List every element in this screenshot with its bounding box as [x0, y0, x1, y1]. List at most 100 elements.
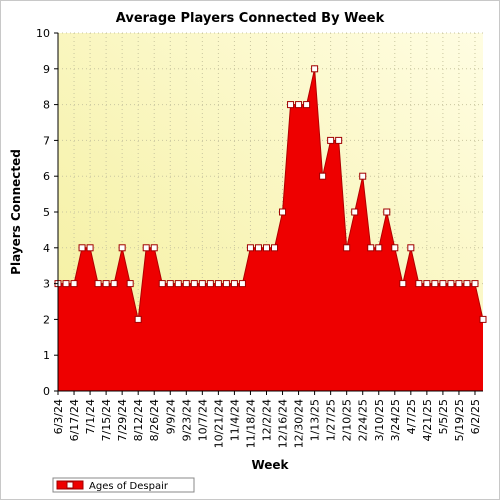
data-point: [343, 244, 351, 252]
data-point: [295, 101, 303, 109]
x-tick-label: 2/10/25: [341, 399, 354, 441]
y-tick-labels: 0 1 2 3 4 5 6 7 8 9 10: [36, 27, 58, 398]
y-tick-label: 10: [36, 27, 50, 40]
data-point: [126, 280, 134, 288]
legend-box: [52, 477, 195, 493]
data-point: [166, 280, 174, 288]
x-tick-label: 12/2/24: [260, 399, 273, 441]
data-point: [407, 244, 415, 252]
data-point: [94, 280, 102, 288]
data-point: [190, 280, 198, 288]
x-tick-label: 9/9/24: [164, 399, 177, 434]
data-point: [351, 208, 359, 216]
x-tick-label: 7/15/24: [100, 399, 113, 441]
y-tick-label: 6: [43, 170, 50, 183]
data-point: [62, 280, 70, 288]
x-tick-label: 3/24/25: [389, 399, 402, 441]
legend-marker: [66, 481, 74, 489]
y-tick-label: 5: [43, 206, 50, 219]
legend: Ages of Despair: [52, 477, 195, 493]
data-point: [399, 280, 407, 288]
data-point: [327, 136, 335, 144]
data-point: [70, 280, 78, 288]
data-point: [198, 280, 206, 288]
y-tick-label: 9: [43, 63, 50, 76]
x-tick-label: 8/26/24: [148, 399, 161, 441]
data-point: [415, 280, 423, 288]
x-tick-label: 11/18/24: [244, 399, 257, 448]
x-tick-label: 7/1/24: [84, 399, 97, 434]
x-tick-label: 10/7/24: [196, 399, 209, 441]
data-point: [238, 280, 246, 288]
x-tick-label: 8/12/24: [132, 399, 145, 441]
data-point: [262, 244, 270, 252]
x-tick-label: 12/30/24: [293, 399, 306, 448]
data-point: [214, 280, 222, 288]
data-point: [383, 208, 391, 216]
data-point: [423, 280, 431, 288]
y-tick-label: 7: [43, 134, 50, 147]
x-tick-label: 5/5/25: [437, 399, 450, 434]
series-area-layer: [58, 68, 484, 392]
data-point: [206, 280, 214, 288]
x-tick-label: 10/21/24: [212, 399, 225, 448]
x-tick-label: 9/23/24: [180, 399, 193, 441]
data-point: [222, 280, 230, 288]
x-tick-label: 2/24/25: [357, 399, 370, 441]
data-point: [134, 315, 142, 323]
data-point: [287, 101, 295, 109]
data-point: [311, 65, 319, 73]
data-point: [447, 280, 455, 288]
data-point: [479, 315, 487, 323]
series-line: [58, 68, 484, 320]
legend-label: Ages of Despair: [89, 481, 169, 492]
y-tick-label: 8: [43, 99, 50, 112]
data-point: [86, 244, 94, 252]
data-point: [271, 244, 279, 252]
data-point: [246, 244, 254, 252]
x-tick-label: 6/17/24: [68, 399, 81, 441]
data-point: [182, 280, 190, 288]
x-tick-label: 1/27/25: [325, 399, 338, 441]
data-point: [254, 244, 262, 252]
x-tick-label: 4/7/25: [405, 399, 418, 434]
data-point: [463, 280, 471, 288]
data-point: [375, 244, 383, 252]
data-point: [118, 244, 126, 252]
data-point: [78, 244, 86, 252]
data-point: [391, 244, 399, 252]
x-tick-label: 6/2/25: [469, 399, 482, 434]
x-axis-label: Week: [251, 458, 289, 472]
data-point: [471, 280, 479, 288]
data-point: [230, 280, 238, 288]
x-tick-label: 1/13/25: [309, 399, 322, 441]
x-tick-labels: 6/3/24 6/17/24 7/1/24 7/15/24 7/29/24 8/12/24…: [52, 391, 482, 448]
y-tick-label: 0: [43, 385, 50, 398]
x-tick-label: 4/21/25: [421, 399, 434, 441]
data-point: [279, 208, 287, 216]
y-tick-label: 3: [43, 278, 50, 291]
data-point: [319, 172, 327, 180]
data-point: [102, 280, 110, 288]
data-point: [174, 280, 182, 288]
data-point: [142, 244, 150, 252]
data-point: [455, 280, 463, 288]
data-point: [110, 280, 118, 288]
data-point: [431, 280, 439, 288]
y-tick-label: 2: [43, 313, 50, 326]
x-tick-label: 11/4/24: [228, 399, 241, 441]
data-point: [359, 172, 367, 180]
data-point: [335, 136, 343, 144]
y-tick-label: 1: [43, 349, 50, 362]
data-point: [303, 101, 311, 109]
x-tick-label: 5/19/25: [453, 399, 466, 441]
chart-title: Average Players Connected By Week: [116, 11, 385, 26]
data-point: [439, 280, 447, 288]
y-tick-label: 4: [43, 242, 50, 255]
series-area: [58, 68, 483, 392]
data-point: [150, 244, 158, 252]
x-tick-label: 7/29/24: [116, 399, 129, 441]
x-tick-label: 12/16/24: [277, 399, 290, 448]
data-point: [367, 244, 375, 252]
